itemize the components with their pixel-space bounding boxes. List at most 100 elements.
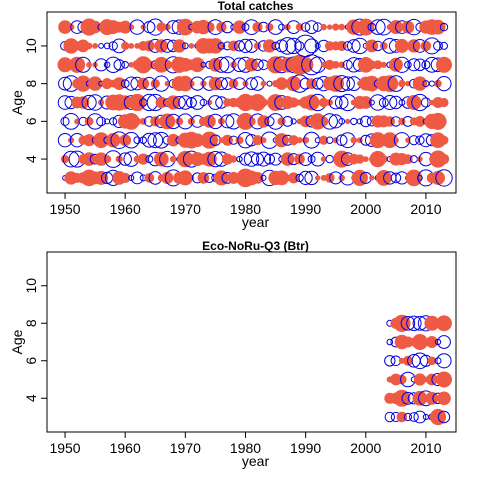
bubble-negative xyxy=(185,97,197,108)
bubble-positive xyxy=(128,24,135,31)
bubble-positive xyxy=(379,42,388,50)
bubble-positive xyxy=(297,57,314,73)
bubble-positive xyxy=(140,24,146,30)
panel-eco-noru-q3: Eco-NoRu-Q3 (Btr) 1950 1960 1970 1980 1990 200… xyxy=(9,239,457,469)
bubble-positive xyxy=(74,118,80,125)
bubble-positive xyxy=(167,133,180,147)
bubble-positive xyxy=(253,42,262,50)
bubble-positive xyxy=(425,335,438,348)
x-axis-label: year xyxy=(242,214,270,230)
bubble-negative xyxy=(94,58,108,72)
bubble-positive xyxy=(228,40,239,52)
bubble-positive xyxy=(197,172,210,184)
x-axis-label: year xyxy=(242,453,270,469)
bubble-negative xyxy=(120,79,130,88)
x-tick-label: 2010 xyxy=(410,201,441,217)
x-tick-label: 2000 xyxy=(350,201,381,217)
y-tick-label: 4 xyxy=(23,394,39,402)
bubble-negative xyxy=(369,94,386,111)
bubble-positive xyxy=(262,39,277,53)
bubble-negative xyxy=(251,58,264,72)
y-tick-label: 4 xyxy=(23,155,39,163)
bubble-negative xyxy=(243,151,260,167)
bubble-positive xyxy=(434,79,442,88)
bubble-positive xyxy=(350,136,358,144)
bubble-negative xyxy=(436,353,452,369)
bubble-positive xyxy=(128,93,146,112)
bubble-positive xyxy=(388,57,403,72)
bubble-positive xyxy=(260,137,267,144)
bubble-positive xyxy=(188,43,195,49)
bubble-negative xyxy=(437,410,451,424)
bubble-negative xyxy=(190,95,205,110)
bubble-negative xyxy=(325,154,334,164)
bubble-positive xyxy=(137,153,149,165)
bubble-negative xyxy=(334,95,349,110)
x-tick-label: 1990 xyxy=(290,440,321,456)
bubble-positive xyxy=(112,77,126,90)
x-tick-label: 1950 xyxy=(49,440,80,456)
bubble-positive xyxy=(430,170,445,185)
bubble-negative xyxy=(398,99,406,106)
bubble-negative xyxy=(413,410,427,424)
bubble-positive xyxy=(164,80,171,87)
bubble-negative xyxy=(407,58,421,72)
bubble-negative xyxy=(390,172,402,184)
bubbles xyxy=(384,314,452,426)
bubble-negative xyxy=(256,151,271,167)
bubble-positive xyxy=(405,169,423,187)
x-tick-label: 2000 xyxy=(350,440,381,456)
bubble-negative xyxy=(382,95,398,110)
bubble-positive xyxy=(119,134,132,147)
bubble-positive xyxy=(381,75,399,93)
bubble-negative xyxy=(439,22,449,32)
bubble-negative xyxy=(386,338,394,346)
plot-frame xyxy=(46,251,457,433)
bubble-negative xyxy=(411,93,429,112)
bubble-negative xyxy=(217,42,226,50)
bubble-negative xyxy=(435,169,453,187)
bubble-positive xyxy=(345,118,351,125)
bubble-negative xyxy=(260,174,267,181)
bubble-positive xyxy=(357,18,375,36)
bubble-negative xyxy=(294,34,317,58)
bubble-positive xyxy=(274,133,289,148)
bubble-negative xyxy=(266,80,273,87)
bubble-positive xyxy=(398,79,406,88)
bubble-positive xyxy=(105,133,121,148)
bubble-positive xyxy=(338,23,346,31)
bubble-positive xyxy=(430,19,446,35)
bubble-positive xyxy=(82,134,96,147)
bubble-positive xyxy=(439,97,449,108)
x-tick-label: 1980 xyxy=(230,201,261,217)
y-tick-label: 8 xyxy=(23,319,39,327)
bubble-negative xyxy=(423,37,441,55)
bubble-positive xyxy=(380,61,387,68)
bubble-positive xyxy=(76,96,90,109)
bubble-negative xyxy=(98,43,104,49)
bubble-positive xyxy=(247,117,256,126)
bubble-positive xyxy=(288,172,300,184)
bubble-positive xyxy=(121,41,130,51)
bubble-positive xyxy=(162,60,173,70)
x-tick-label: 1990 xyxy=(290,201,321,217)
bubble-negative xyxy=(251,152,264,166)
bubble-negative xyxy=(350,117,358,126)
bubble-positive xyxy=(229,155,238,163)
bubble-positive xyxy=(206,99,213,106)
bubble-negative xyxy=(403,412,412,422)
bubble-negative xyxy=(338,118,346,125)
bubble-positive xyxy=(259,98,268,107)
bubble-positive xyxy=(319,135,329,145)
bubble-positive xyxy=(150,78,160,89)
bubble-positive xyxy=(420,40,432,52)
bubble-positive xyxy=(327,75,345,92)
x-tick-label: 1960 xyxy=(110,201,141,217)
y-tick-label: 10 xyxy=(23,38,39,54)
bubble-negative xyxy=(404,61,412,69)
bubble-positive xyxy=(359,96,373,109)
bubble-positive xyxy=(85,42,93,50)
bubble-positive xyxy=(277,117,286,126)
bubble-positive xyxy=(207,38,224,54)
bubble-negative xyxy=(298,152,313,167)
